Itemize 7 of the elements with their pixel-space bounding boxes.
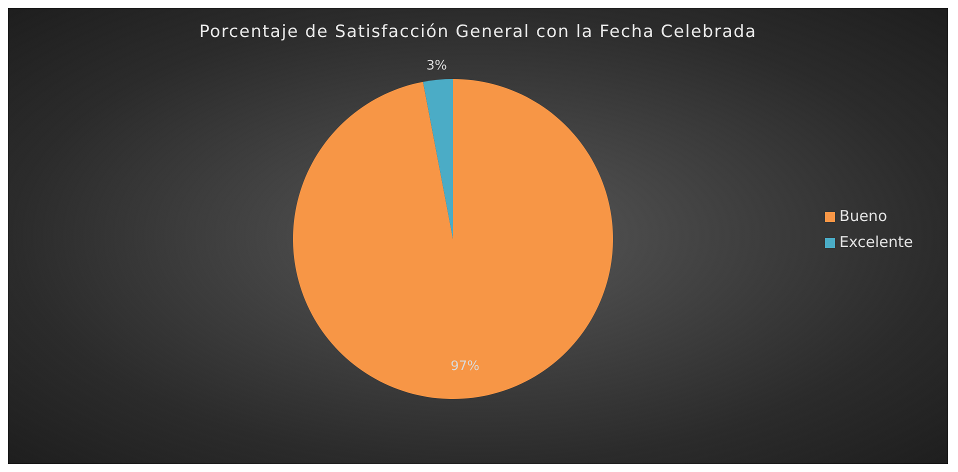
pie-slice bbox=[423, 79, 453, 239]
legend-label: Excelente bbox=[839, 233, 913, 251]
legend-label: Bueno bbox=[839, 207, 888, 225]
data-label: 3% bbox=[426, 58, 447, 74]
pie-slice bbox=[293, 79, 613, 399]
chart-title: Porcentaje de Satisfacción General con la Fecha Celebrada bbox=[198, 21, 758, 44]
data-label: 97% bbox=[450, 358, 480, 374]
